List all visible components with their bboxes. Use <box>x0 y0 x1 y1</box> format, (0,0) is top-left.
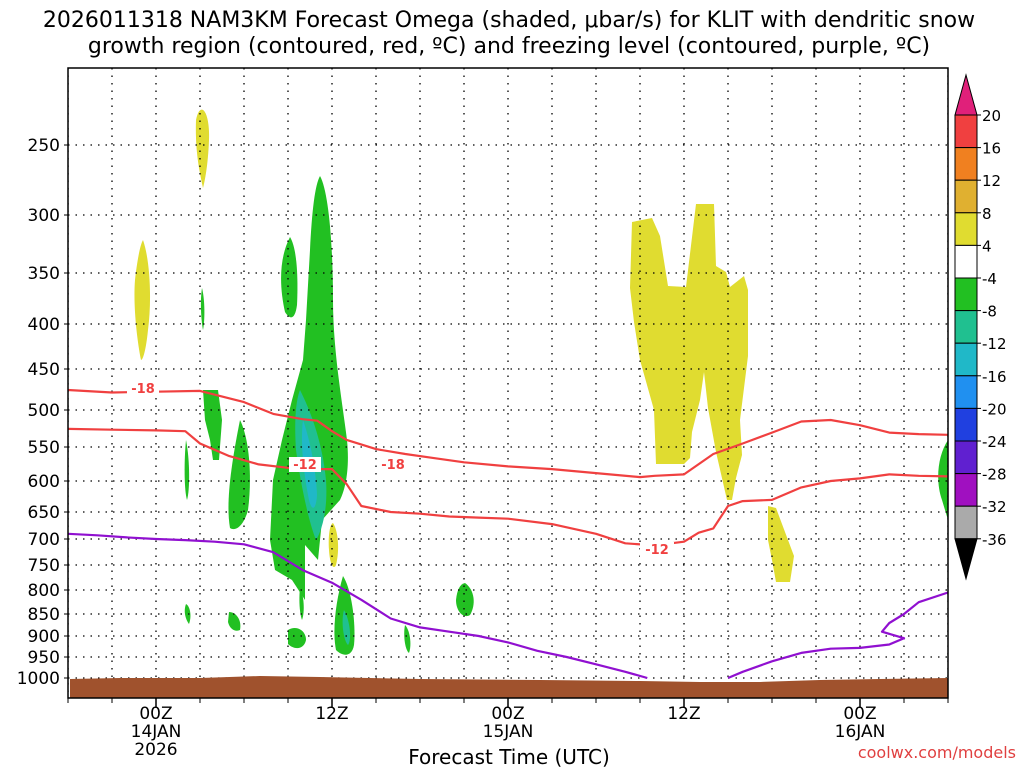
colorbar-swatch <box>954 277 978 312</box>
chart-title-line2: growth region (contoured, red, ºC) and f… <box>88 34 930 59</box>
colorbar-swatch <box>954 244 978 279</box>
grid-lines <box>68 68 948 698</box>
omega-negative-area-10 <box>228 612 241 631</box>
colorbar-label: -12 <box>982 335 1007 353</box>
omega-positive-area-3 <box>630 204 748 500</box>
colorbar-top-arrow <box>954 73 978 116</box>
colorbar-bottom-arrow <box>954 538 978 581</box>
chart-title-line1: 2026011318 NAM3KM Forecast Omega (shaded… <box>43 8 975 33</box>
omega-negative-area-4 <box>228 420 250 530</box>
x-tick-label: 00Z <box>139 704 172 724</box>
colorbar-swatch <box>954 440 978 475</box>
colorbar-swatch <box>954 407 978 442</box>
y-tick-label: 750 <box>28 556 60 576</box>
colorbar-label: -8 <box>982 303 997 321</box>
omega-positive-area-5 <box>328 523 339 568</box>
y-tick-label: 550 <box>28 438 60 458</box>
contour-line-2-1 <box>727 591 948 680</box>
y-tick-label: 700 <box>28 530 60 550</box>
credit-text: coolwx.com/models <box>858 743 1016 762</box>
colorbar-swatch <box>954 147 978 181</box>
omega-negative-area-8 <box>456 583 474 617</box>
y-tick-label: 350 <box>28 264 60 284</box>
terrain <box>70 676 948 698</box>
colorbar-label: -28 <box>982 466 1007 484</box>
colorbar-swatch <box>954 375 978 409</box>
contour-label-minus18-b: -18 <box>381 458 405 473</box>
contour-label-minus12-a: -12 <box>293 458 317 473</box>
omega-negative-area-14 <box>938 440 948 520</box>
x-tick-label: 16JAN <box>835 722 886 742</box>
y-tick-label: 900 <box>28 627 60 647</box>
colorbar-swatch <box>954 212 978 246</box>
x-tick-label: 00Z <box>491 704 524 724</box>
y-tick-label: 850 <box>28 605 60 625</box>
y-tick-label: 600 <box>28 472 60 492</box>
contour-label-minus18-a: -18 <box>131 382 155 397</box>
omega-positive-area-1 <box>195 109 210 188</box>
colorbar-label: -4 <box>982 270 997 288</box>
x-tick-label: 14JAN <box>131 722 182 742</box>
y-tick-label: 1000 <box>17 669 60 689</box>
y-tick-label: 500 <box>28 401 60 421</box>
omega-shading <box>134 109 948 655</box>
colorbar-label: 20 <box>982 107 1001 125</box>
contour-lines <box>68 388 948 680</box>
colorbar-label: -16 <box>982 368 1007 386</box>
y-tick-label: 250 <box>28 136 60 156</box>
contour-line-2-0 <box>68 532 648 680</box>
x-tick-label: 00Z <box>843 704 876 724</box>
colorbar-label: 16 <box>982 140 1001 158</box>
colorbar-swatch <box>954 310 978 344</box>
y-tick-label: 950 <box>28 648 60 668</box>
contour-line-0-0 <box>68 388 948 479</box>
colorbar-label: -36 <box>982 531 1007 549</box>
omega-negative-area-5 <box>184 440 190 500</box>
omega-positive-area-4 <box>768 506 794 582</box>
colorbar-swatch <box>954 179 978 214</box>
x-tick-label: 2026 <box>134 740 177 760</box>
x-tick-label: 12Z <box>667 704 700 724</box>
colorbar-swatch <box>954 505 978 540</box>
omega-negative-area-12 <box>404 625 411 653</box>
colorbar-swatch <box>954 114 978 149</box>
x-tick-label: 12Z <box>315 704 348 724</box>
colorbar-swatch <box>954 342 978 377</box>
contour-line-1-0 <box>68 427 948 547</box>
omega-negative-area-9 <box>288 628 306 649</box>
omega-negative-area-1 <box>270 176 348 600</box>
colorbar-label: -32 <box>982 498 1007 516</box>
omega-strong-area-3 <box>342 610 351 645</box>
y-tick-label: 400 <box>28 315 60 335</box>
omega-negative-area-11 <box>184 604 191 624</box>
colorbar-label: -20 <box>982 400 1007 418</box>
y-axis: 2503003504004505005506006507007508008509… <box>17 136 68 689</box>
colorbar: 20 16 12 8 4 -4 -8 -12 -16 -20 -24 -28 -32 -36 <box>954 73 1007 581</box>
y-tick-label: 650 <box>28 503 60 523</box>
colorbar-label: 8 <box>982 205 992 223</box>
colorbar-label: -24 <box>982 433 1007 451</box>
colorbar-label: 4 <box>982 237 992 255</box>
colorbar-swatch <box>954 473 978 507</box>
contour-label-minus12-b: -12 <box>645 543 669 558</box>
y-tick-label: 300 <box>28 206 60 226</box>
x-tick-label: 15JAN <box>483 722 534 742</box>
omega-positive-area-2 <box>134 240 151 360</box>
colorbar-label: 12 <box>982 172 1001 190</box>
omega-negative-area-6 <box>200 288 205 330</box>
y-tick-label: 800 <box>28 581 60 601</box>
contour-labels: -18 -18 -12 -12 <box>127 381 674 558</box>
omega-negative-area-13 <box>299 588 304 620</box>
omega-negative-area-2 <box>281 237 298 318</box>
x-axis-label: Forecast Time (UTC) <box>408 745 610 768</box>
y-tick-label: 450 <box>28 360 60 380</box>
omega-negative-area-3 <box>203 390 222 460</box>
